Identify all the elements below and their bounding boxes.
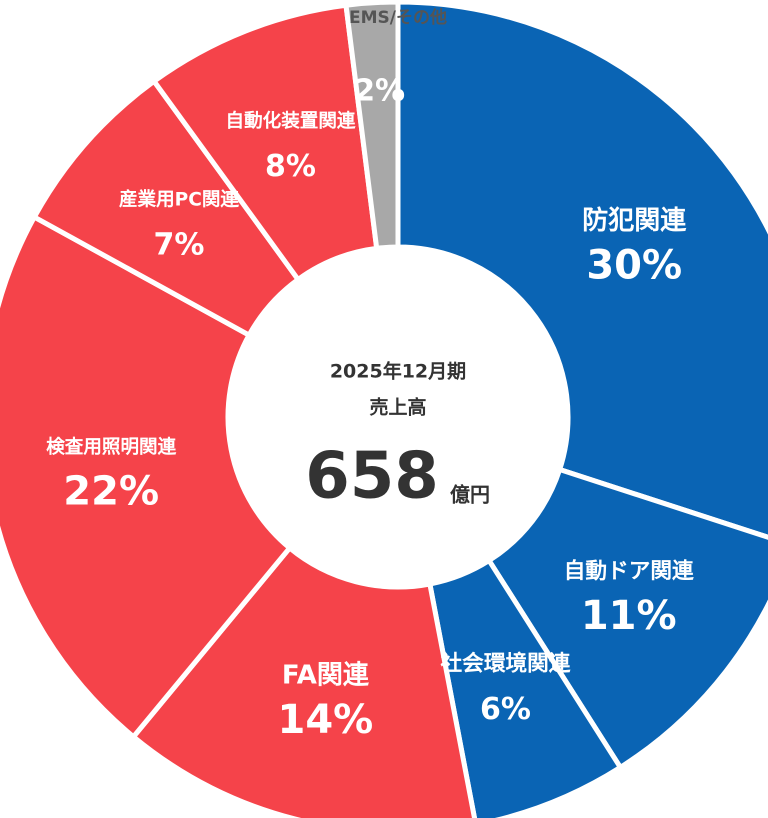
category-label: 自動化装置関連: [226, 110, 356, 132]
value-label: 11%: [581, 593, 677, 639]
category-label: 産業用PC関連: [119, 188, 239, 210]
category-label: 検査用照明関連: [46, 436, 176, 458]
center-unit: 億円: [450, 483, 490, 507]
center-label: 売上高: [369, 396, 426, 419]
value-label: 2%: [354, 74, 405, 109]
center-total: 658: [305, 440, 439, 514]
value-label: 8%: [265, 149, 316, 184]
center-period: 2025年12月期: [330, 360, 466, 383]
chart: 2025年12月期 売上高 658 億円 防犯関連 30% 自動ドア関連 11% 社会環…: [0, 0, 768, 818]
category-label: EMS/その他: [349, 7, 447, 28]
category-label: 防犯関連: [582, 206, 687, 236]
slice: [398, 2, 768, 545]
category-label: 社会環境関連: [441, 650, 571, 676]
category-label: FA関連: [282, 660, 370, 690]
value-label: 30%: [586, 242, 682, 288]
category-label: 自動ドア関連: [564, 558, 694, 584]
value-label: 14%: [278, 697, 374, 743]
value-label: 22%: [63, 469, 159, 515]
value-label: 6%: [480, 692, 531, 727]
value-label: 7%: [153, 227, 204, 262]
